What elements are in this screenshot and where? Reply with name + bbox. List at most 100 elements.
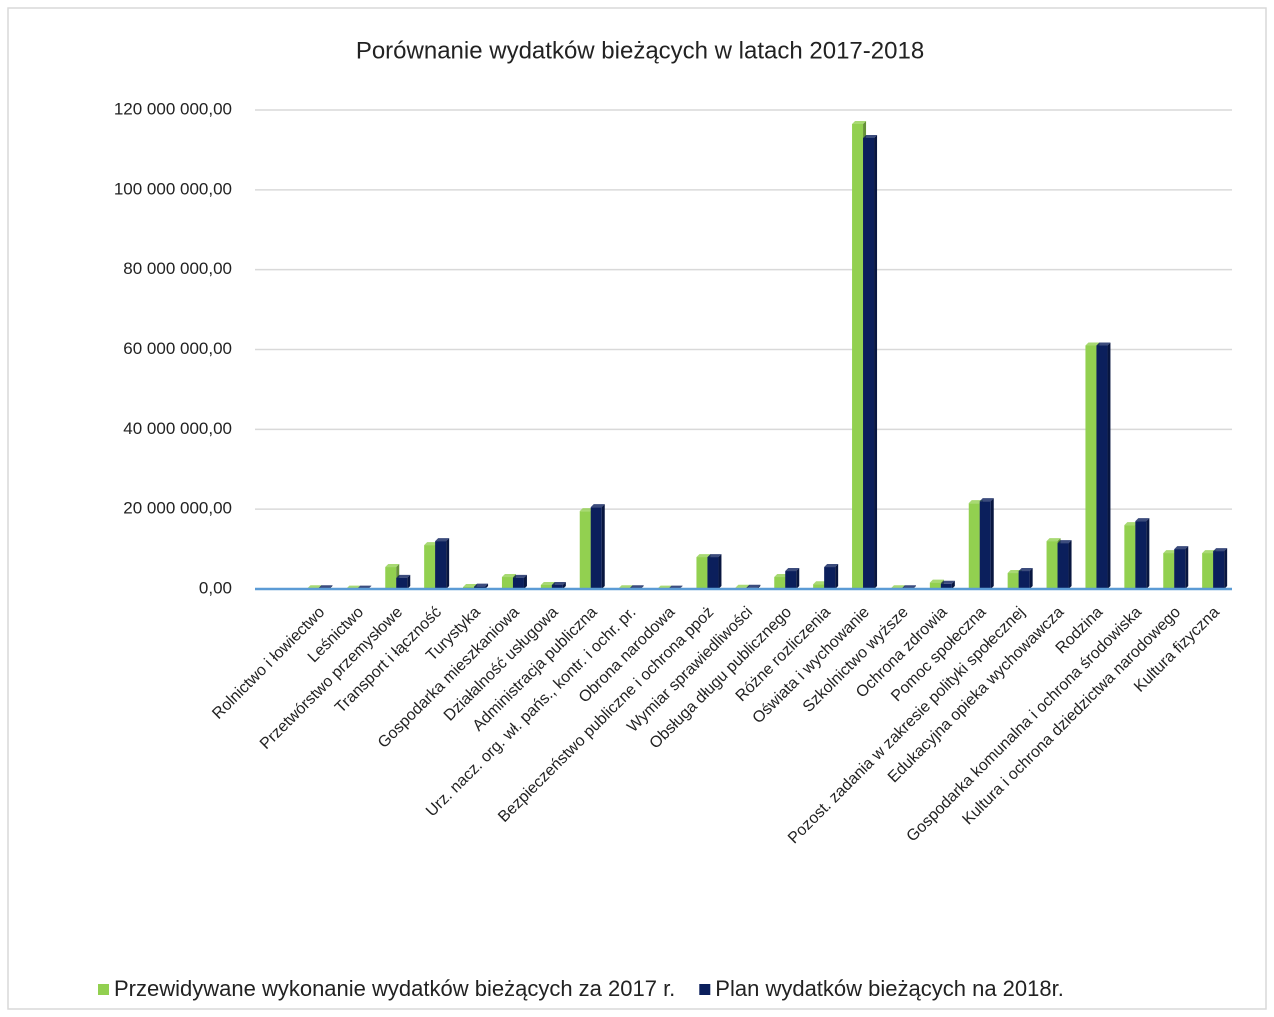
bar-top — [1096, 342, 1111, 346]
bar-top — [813, 581, 828, 585]
bar-front — [785, 571, 797, 589]
bar-front — [852, 123, 864, 590]
bar-top — [540, 582, 555, 586]
bar-front — [696, 557, 708, 589]
bar-side — [407, 574, 411, 589]
bar-front — [501, 577, 513, 589]
bar-top — [1124, 522, 1139, 526]
y-tick-label: 0,00 — [199, 578, 232, 597]
bar-side — [485, 583, 489, 589]
bar-top — [979, 498, 994, 502]
bar-front — [1057, 543, 1069, 589]
bar-side — [1029, 568, 1033, 589]
bar-front — [1007, 573, 1019, 589]
legend-swatch — [699, 984, 711, 995]
bar — [863, 134, 878, 590]
bar-front — [1213, 551, 1225, 589]
bar-top — [746, 584, 761, 588]
bar-side — [601, 504, 605, 589]
bar-front — [824, 567, 836, 589]
bar-top — [735, 584, 750, 588]
bar-front — [1202, 553, 1214, 589]
bar-top — [1202, 550, 1217, 554]
bar — [1135, 518, 1150, 589]
bar-side — [1107, 342, 1111, 589]
bar-front — [1124, 525, 1136, 589]
bar-top — [318, 585, 333, 589]
bar — [512, 574, 527, 589]
bar — [940, 580, 955, 589]
bar-front — [424, 545, 436, 589]
bar-side — [990, 498, 994, 589]
bar-front — [863, 137, 875, 590]
bar-top — [463, 584, 478, 588]
bar-top — [424, 542, 439, 546]
bar-top — [1057, 540, 1072, 544]
bar-front — [774, 577, 786, 589]
bar-front — [1046, 541, 1058, 589]
y-tick-label: 60 000 000,00 — [123, 339, 232, 358]
bar-top — [785, 568, 800, 572]
bar-top — [1046, 538, 1061, 542]
bar — [707, 554, 722, 589]
y-tick-label: 100 000 000,00 — [114, 179, 232, 198]
bar-top — [1135, 518, 1150, 522]
y-tick-label: 40 000 000,00 — [123, 419, 232, 438]
bar-side — [1224, 548, 1228, 589]
bar-front — [1135, 521, 1147, 589]
bar-top — [824, 564, 839, 568]
bar-top — [590, 504, 605, 508]
bar-front — [551, 585, 563, 589]
bar-top — [618, 585, 633, 589]
bar-front — [396, 577, 408, 589]
bar-front — [1174, 549, 1186, 589]
bar-top — [396, 574, 411, 578]
bar-front — [1018, 571, 1030, 589]
bar-front — [929, 582, 941, 589]
bar — [1213, 548, 1228, 589]
bar-top — [1007, 570, 1022, 574]
bar-side — [874, 134, 878, 590]
y-tick-label: 20 000 000,00 — [123, 499, 232, 518]
bar-top — [551, 582, 566, 586]
bar-side — [1068, 540, 1072, 589]
bar-front — [435, 541, 447, 589]
bar-top — [863, 134, 878, 138]
bar-front — [940, 583, 952, 589]
bar-side — [796, 568, 800, 589]
bar-front — [590, 507, 602, 589]
bar-top — [1018, 568, 1033, 572]
bar-front — [979, 501, 991, 589]
bar-front — [1085, 345, 1097, 589]
bar-side — [1146, 518, 1150, 589]
bar — [396, 574, 411, 589]
bar-top — [501, 574, 516, 578]
bar-top — [1213, 548, 1228, 552]
bar-side — [1185, 546, 1189, 589]
legend-label: Plan wydatków bieżących na 2018r. — [715, 976, 1064, 1001]
bar-side — [562, 582, 566, 589]
bar-top — [307, 585, 322, 589]
bar-top — [852, 120, 867, 124]
bar-front — [1163, 553, 1175, 589]
bar-top — [1085, 342, 1100, 346]
bar-side — [718, 554, 722, 589]
bar — [1096, 342, 1111, 589]
bar-front — [579, 511, 591, 589]
bar-top — [929, 579, 944, 583]
bar-front — [707, 557, 719, 589]
bar-top — [774, 574, 789, 578]
legend-label: Przewidywane wykonanie wydatków bieżącyc… — [114, 976, 675, 1001]
bar-side — [446, 538, 450, 589]
bar-top — [696, 554, 711, 558]
bar-front — [540, 585, 552, 589]
bar — [785, 568, 800, 589]
bar-front — [385, 567, 397, 589]
y-tick-label: 80 000 000,00 — [123, 259, 232, 278]
bar-top — [707, 554, 722, 558]
bar-top — [512, 574, 527, 578]
bar-top — [890, 585, 905, 589]
bar — [551, 582, 566, 589]
chart-title: Porównanie wydatków bieżących w latach 2… — [356, 37, 924, 64]
